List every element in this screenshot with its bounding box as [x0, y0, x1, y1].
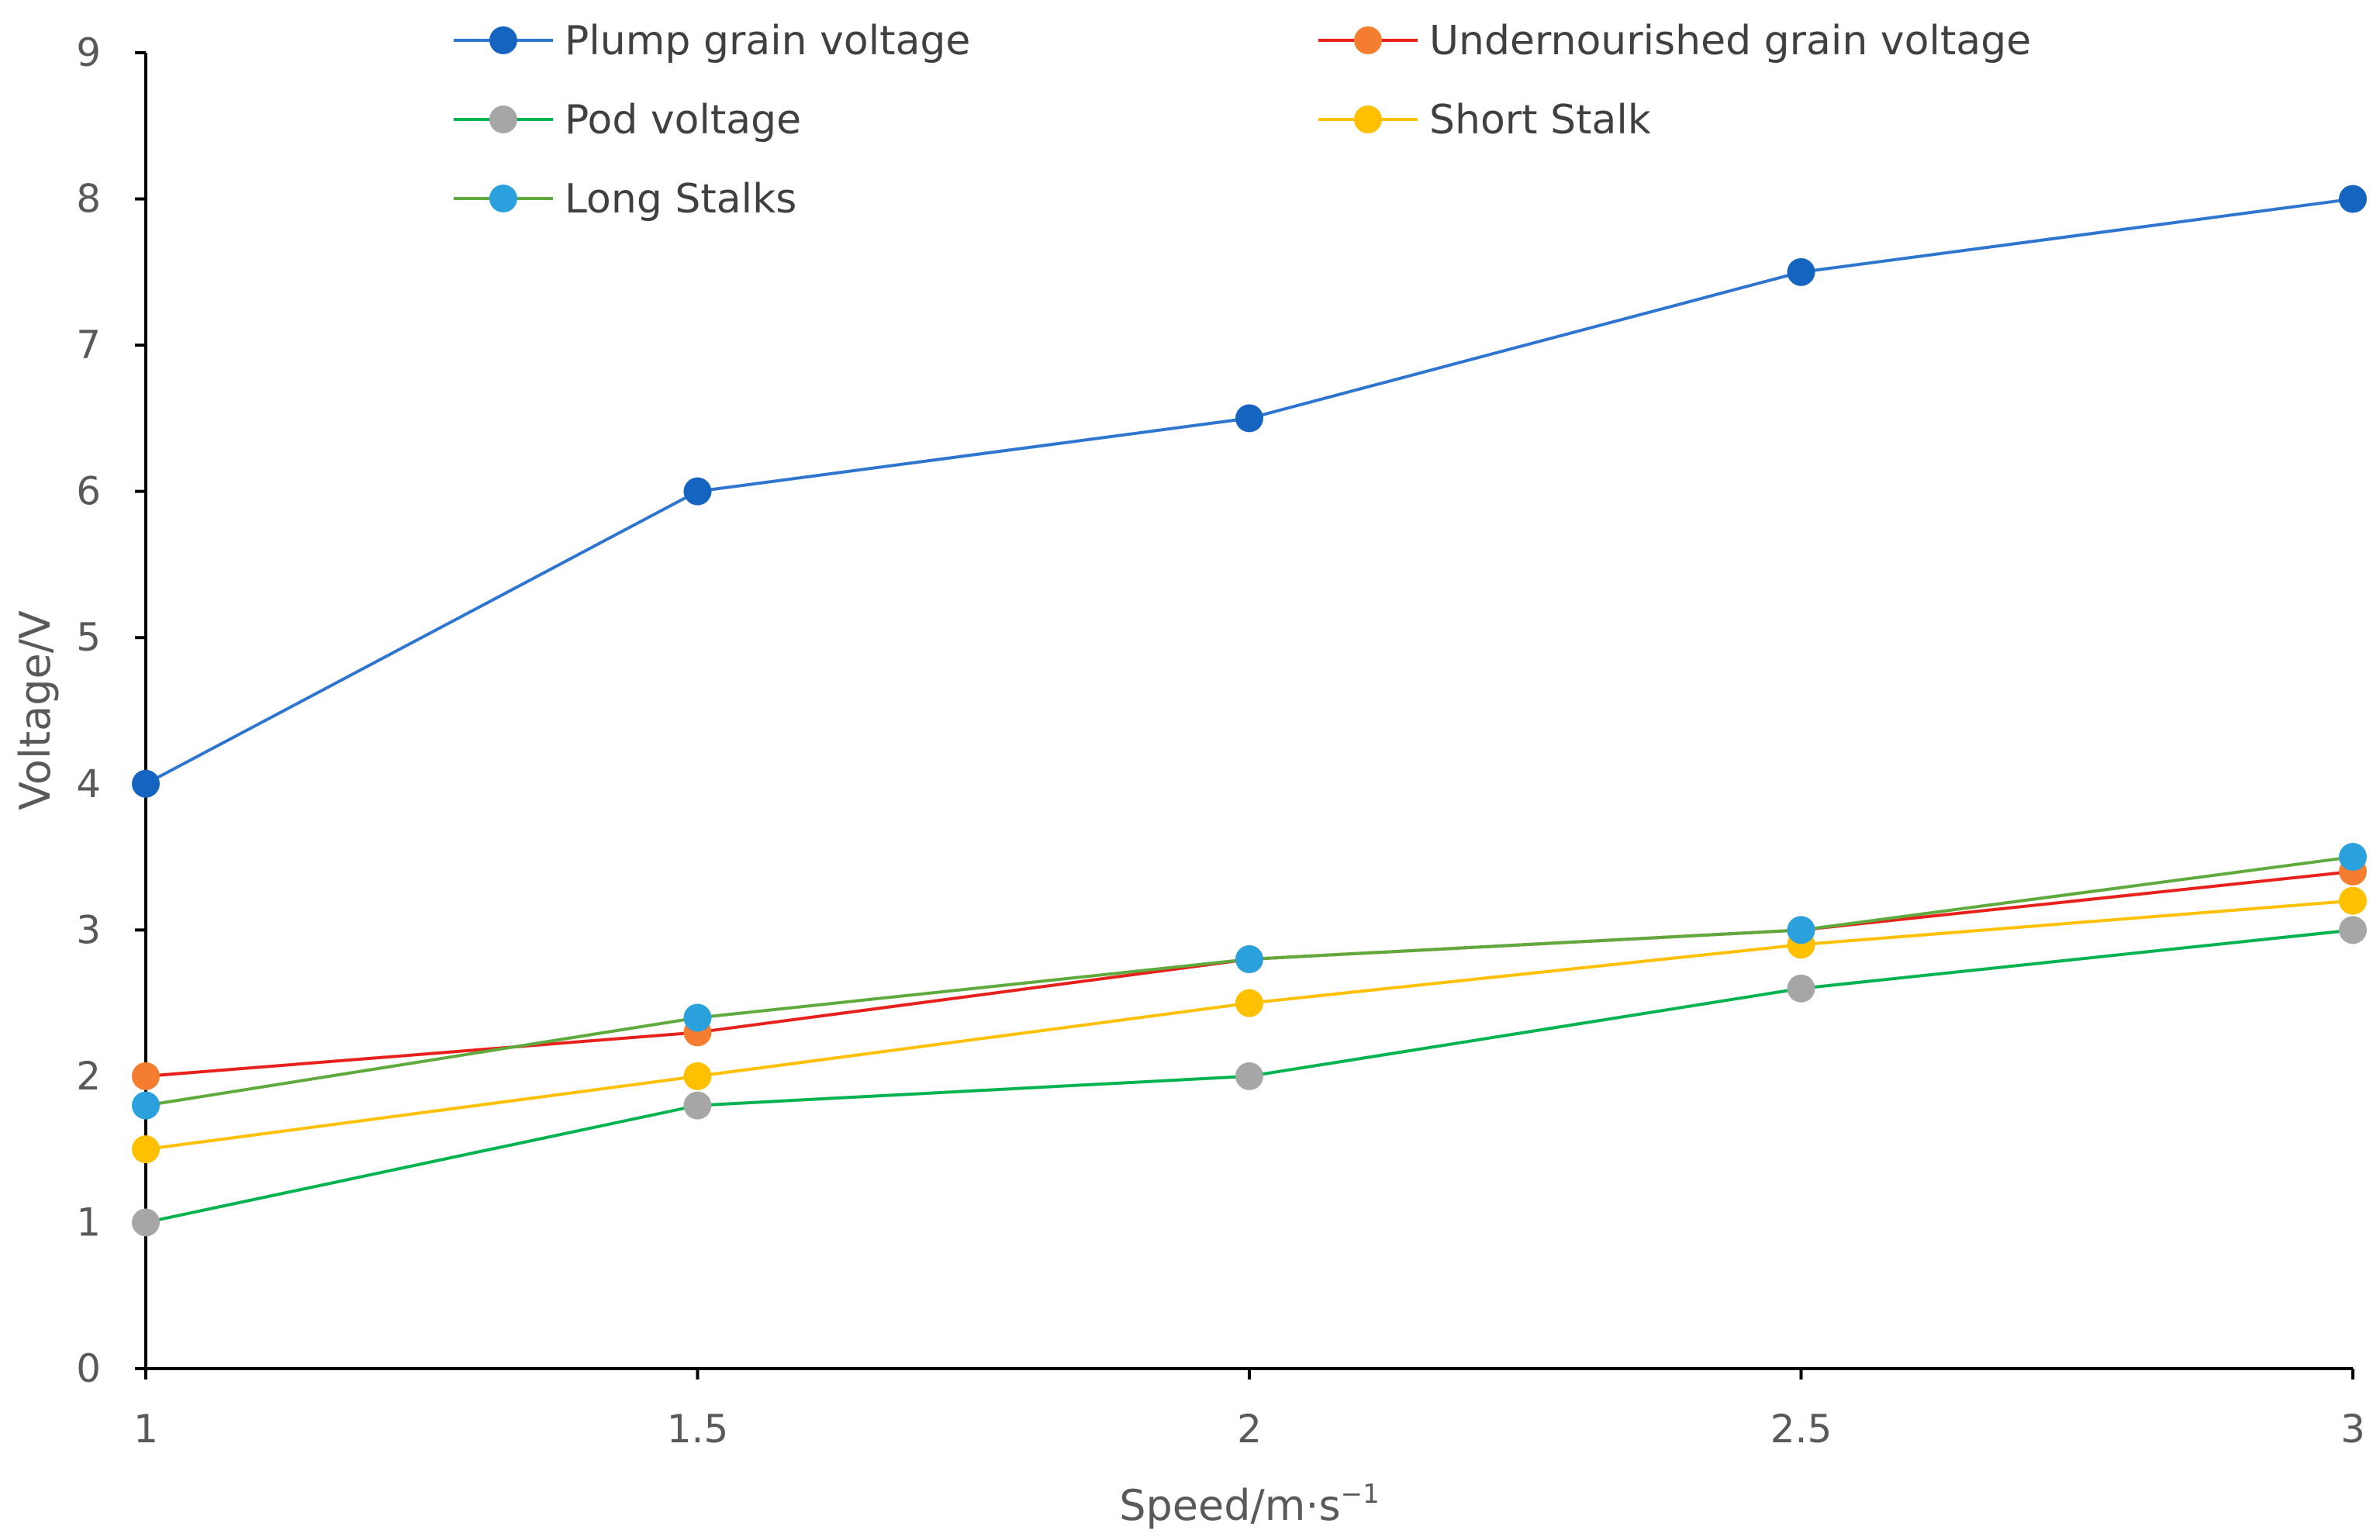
data-point	[132, 1208, 160, 1237]
y-tick-label: 9	[76, 30, 101, 75]
legend-marker	[1354, 105, 1382, 133]
data-point	[1787, 916, 1815, 944]
legend-label: Pod voltage	[565, 97, 801, 143]
data-point	[2339, 185, 2367, 213]
legend-label: Undernourished grain voltage	[1429, 18, 2031, 64]
data-point	[132, 1135, 160, 1164]
data-point	[683, 477, 712, 506]
y-tick-label: 6	[76, 469, 101, 514]
data-point	[683, 1062, 712, 1090]
markers-plump-grain-voltage	[132, 185, 2367, 798]
markers-long-stalks	[132, 843, 2367, 1120]
legend-marker	[489, 26, 517, 54]
legend-marker	[1354, 26, 1382, 54]
data-point	[1787, 974, 1815, 1003]
y-tick-label: 2	[76, 1054, 101, 1099]
data-point	[1787, 257, 1815, 286]
legend-label: Long Stalks	[565, 176, 796, 223]
legend-item-long-stalks: Long Stalks	[454, 176, 796, 223]
legend-marker	[489, 185, 517, 212]
legend-label: Plump grain voltage	[565, 18, 970, 64]
series-group	[132, 185, 2367, 1237]
legend-item-short-stalk: Short Stalk	[1318, 97, 1651, 143]
x-tick-label: 3	[2340, 1407, 2365, 1452]
series-plump-grain-voltage	[145, 197, 2354, 786]
legend-label: Short Stalk	[1429, 97, 1651, 143]
y-tick-label: 8	[76, 177, 101, 222]
data-point	[2339, 843, 2367, 872]
data-point	[132, 1091, 160, 1120]
data-point	[2339, 886, 2367, 915]
y-tick-label: 0	[76, 1346, 101, 1391]
legend-item-undernourished-grain-voltage: Undernourished grain voltage	[1318, 18, 2031, 64]
legend: Plump grain voltage Undernourished grain …	[454, 18, 2031, 223]
y-tick-label: 7	[76, 323, 101, 368]
y-tick-label: 5	[76, 615, 101, 660]
y-axis-title: Voltage/V	[11, 610, 60, 810]
markers-pod-voltage	[132, 916, 2367, 1237]
y-tick-label: 4	[76, 761, 101, 806]
legend-item-pod-voltage: Pod voltage	[454, 97, 801, 143]
data-point	[683, 1003, 712, 1032]
axes	[144, 53, 2353, 1370]
markers-short-stalk	[132, 886, 2367, 1164]
data-point	[132, 1062, 160, 1090]
legend-item-plump-grain-voltage: Plump grain voltage	[454, 18, 970, 64]
x-tick-label: 1	[133, 1407, 158, 1452]
data-point	[132, 769, 160, 798]
y-axis-ticks: 0 1 2 3 4 5 6 7 8 9	[76, 30, 146, 1391]
x-tick-label: 2	[1237, 1407, 1262, 1452]
x-tick-label: 2.5	[1770, 1407, 1832, 1452]
x-axis-title-superscript: −1	[1341, 1479, 1380, 1510]
y-tick-label: 1	[76, 1200, 101, 1245]
data-point	[2339, 916, 2367, 944]
data-point	[1235, 945, 1263, 974]
series-line	[145, 197, 2354, 786]
data-point	[683, 1091, 712, 1120]
x-tick-label: 1.5	[667, 1407, 729, 1452]
series-short-stalk	[145, 899, 2354, 1152]
x-axis-title-text: Speed/m·s	[1119, 1481, 1340, 1530]
y-tick-label: 3	[76, 907, 101, 952]
legend-marker	[489, 105, 517, 133]
x-axis-ticks: 1 1.5 2 2.5 3	[133, 1369, 2365, 1452]
data-point	[1235, 1062, 1263, 1090]
series-line	[145, 899, 2354, 1152]
x-axis-title: Speed/m·s−1	[1119, 1479, 1380, 1530]
data-point	[1235, 404, 1263, 433]
data-point	[1235, 989, 1263, 1017]
